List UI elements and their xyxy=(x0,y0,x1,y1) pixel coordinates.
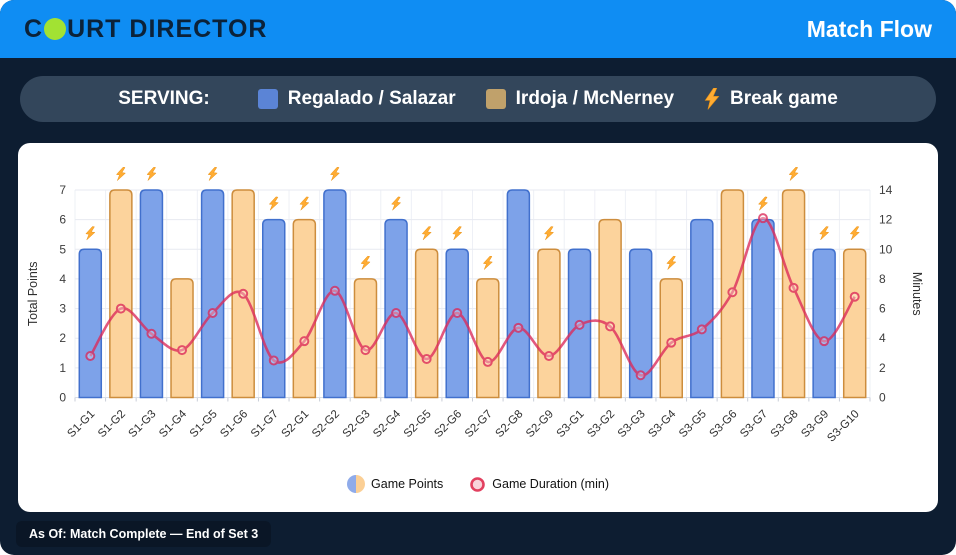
duration-ring-icon xyxy=(470,476,486,492)
svg-text:S1-G5: S1-G5 xyxy=(188,408,220,440)
svg-text:S3-G8: S3-G8 xyxy=(769,408,801,440)
break-game-label: Break game xyxy=(730,88,838,109)
team-b-color-swatch xyxy=(485,89,506,109)
legend-team-b: Irdoja / McNerney xyxy=(485,88,675,110)
svg-text:S1-G4: S1-G4 xyxy=(157,408,189,440)
svg-text:4: 4 xyxy=(59,272,66,286)
svg-text:S3-G7: S3-G7 xyxy=(738,408,770,440)
logo-text-before: C xyxy=(24,14,44,43)
svg-text:S2-G4: S2-G4 xyxy=(371,408,403,440)
svg-text:S3-G5: S3-G5 xyxy=(677,408,709,440)
page-title: Match Flow xyxy=(806,15,932,42)
svg-text:S2-G1: S2-G1 xyxy=(279,408,311,440)
svg-text:S2-G6: S2-G6 xyxy=(432,408,464,440)
svg-text:Minutes: Minutes xyxy=(910,272,924,316)
svg-text:8: 8 xyxy=(879,272,886,286)
svg-text:2: 2 xyxy=(59,331,66,345)
svg-text:S1-G2: S1-G2 xyxy=(96,408,128,440)
legend-team-a: Regalado / Salazar xyxy=(257,88,456,110)
svg-text:S3-G2: S3-G2 xyxy=(585,408,617,440)
app-header: C URT DIRECTOR Match Flow xyxy=(0,0,956,58)
svg-text:S3-G10: S3-G10 xyxy=(825,408,862,445)
logo-text-after: URT DIRECTOR xyxy=(67,14,268,43)
svg-text:6: 6 xyxy=(879,302,886,316)
svg-text:3: 3 xyxy=(59,302,66,316)
svg-text:S3-G6: S3-G6 xyxy=(708,408,740,440)
svg-text:S1-G7: S1-G7 xyxy=(249,408,281,440)
footer-bar: As Of: Match Complete — End of Set 3 xyxy=(0,512,956,555)
svg-text:S1-G1: S1-G1 xyxy=(65,408,97,440)
match-flow-chart-card: 0 0 1 2 2 4 3 6 4 8 5 10 6 12 7 14 Total Points Minutes S1… xyxy=(18,143,938,512)
svg-text:12: 12 xyxy=(879,213,893,227)
team-a-name: Regalado / Salazar xyxy=(287,88,456,109)
svg-text:S1-G6: S1-G6 xyxy=(218,408,250,440)
svg-text:10: 10 xyxy=(879,242,893,256)
legend-break-game: Break game xyxy=(704,88,838,110)
tennis-ball-icon xyxy=(44,18,67,40)
svg-text:0: 0 xyxy=(879,391,886,405)
svg-text:6: 6 xyxy=(59,213,66,227)
serving-label: SERVING: xyxy=(118,88,210,109)
legend-game-points-label: Game Points xyxy=(371,477,444,491)
chart-legend: Game Points Game Duration (min) xyxy=(347,475,609,493)
svg-text:S3-G1: S3-G1 xyxy=(555,408,587,440)
legend-game-duration: Game Duration (min) xyxy=(469,476,609,493)
svg-text:1: 1 xyxy=(59,361,66,375)
serving-legend-bar: SERVING: Regalado / Salazar Irdoja / McN… xyxy=(20,76,936,122)
svg-text:S2-G8: S2-G8 xyxy=(493,408,525,440)
svg-text:0: 0 xyxy=(59,391,66,405)
svg-text:14: 14 xyxy=(879,183,893,197)
svg-text:4: 4 xyxy=(879,331,886,345)
svg-text:Total Points: Total Points xyxy=(26,261,40,326)
lightning-bolt-icon xyxy=(704,88,720,110)
as-of-status-badge: As Of: Match Complete — End of Set 3 xyxy=(16,520,272,547)
legend-game-duration-label: Game Duration (min) xyxy=(492,477,609,491)
court-director-logo: C URT DIRECTOR xyxy=(24,15,268,44)
svg-text:5: 5 xyxy=(59,242,66,256)
svg-text:S2-G2: S2-G2 xyxy=(310,408,342,440)
svg-text:S2-G9: S2-G9 xyxy=(524,408,556,440)
svg-text:S3-G3: S3-G3 xyxy=(616,408,648,440)
svg-text:2: 2 xyxy=(879,361,886,375)
svg-text:S2-G7: S2-G7 xyxy=(463,408,495,440)
split-circle-icon xyxy=(347,475,366,493)
svg-text:S2-G5: S2-G5 xyxy=(402,408,434,440)
team-a-color-swatch xyxy=(257,89,278,109)
svg-text:S2-G3: S2-G3 xyxy=(341,408,373,440)
team-b-name: Irdoja / McNerney xyxy=(515,88,675,109)
svg-text:S3-G4: S3-G4 xyxy=(646,408,678,440)
legend-game-points: Game Points xyxy=(347,475,443,493)
svg-text:S1-G3: S1-G3 xyxy=(127,408,159,440)
svg-text:7: 7 xyxy=(59,183,66,197)
